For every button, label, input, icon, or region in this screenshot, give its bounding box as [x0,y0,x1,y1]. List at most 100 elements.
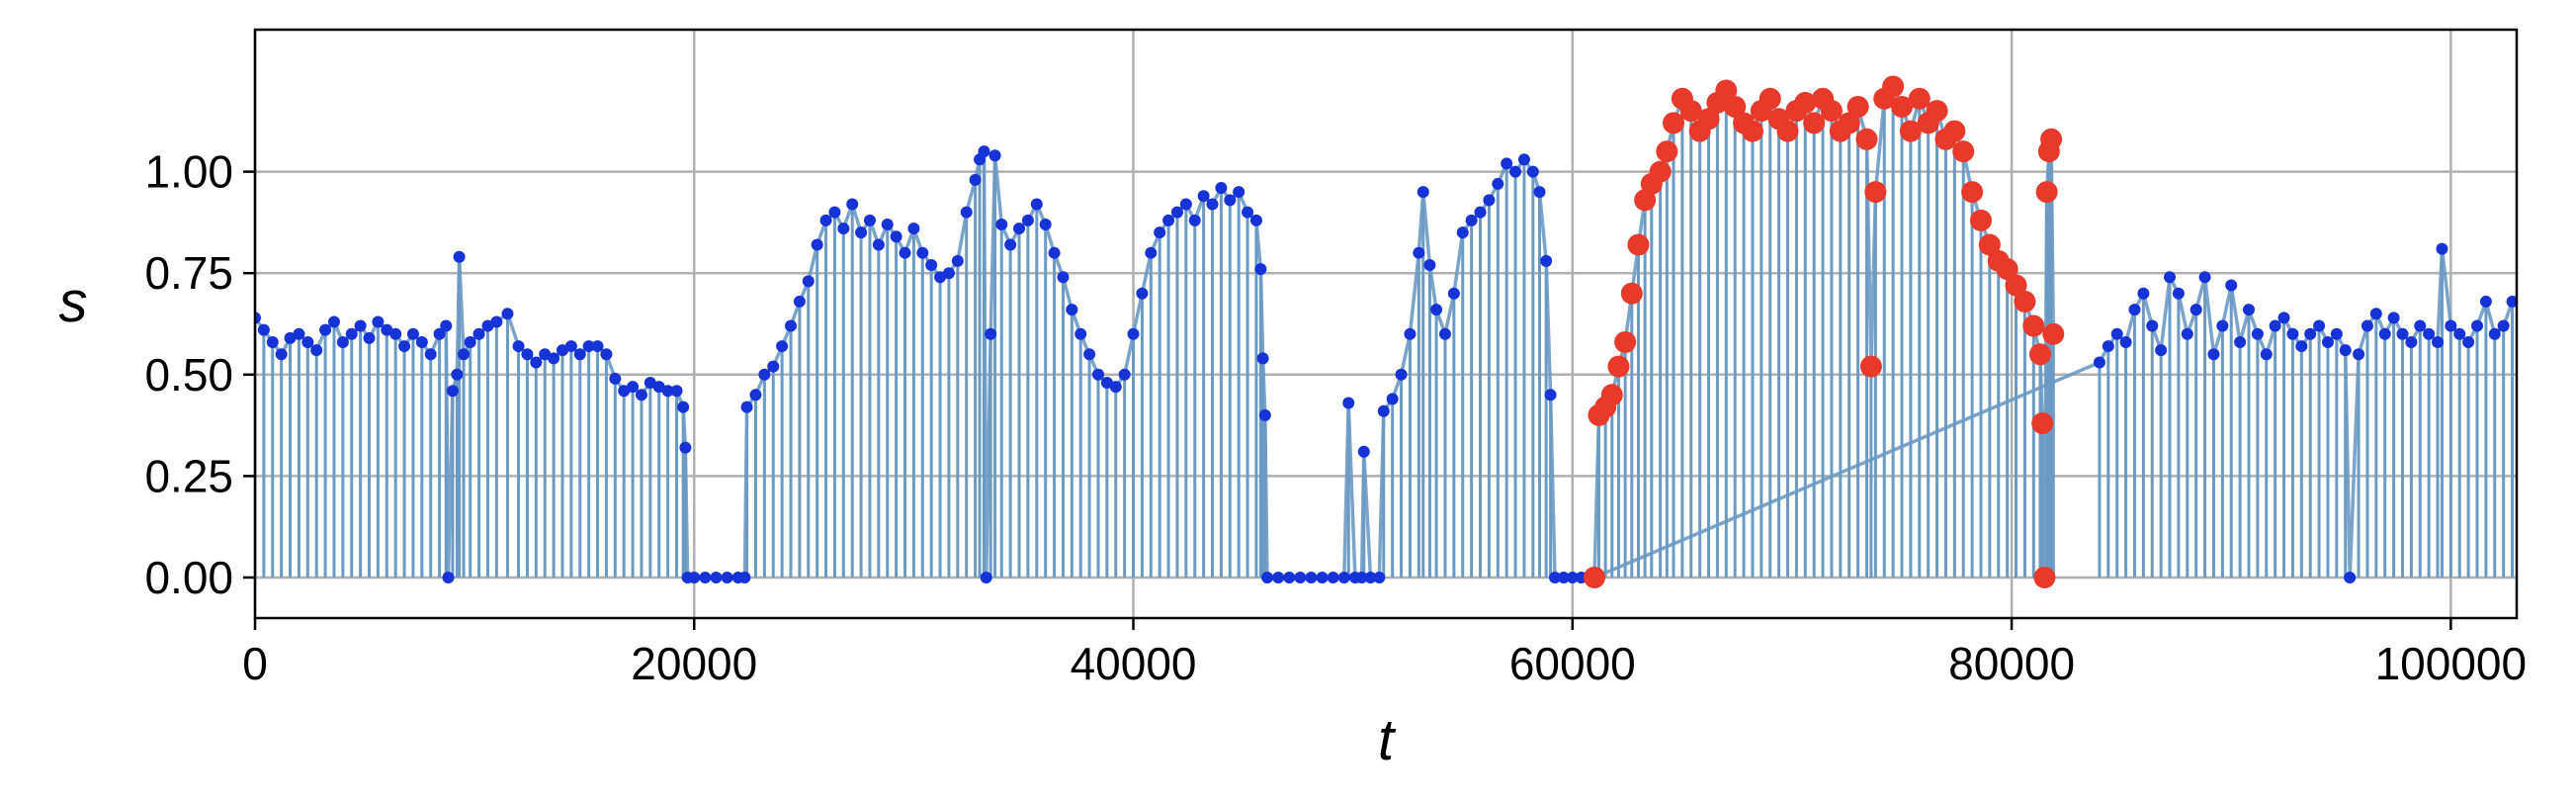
data-point [573,348,586,361]
data-point [819,214,832,226]
data-point [2344,571,2357,583]
data-point [1430,304,1443,316]
data-point [793,295,806,308]
data-point [2146,319,2159,332]
data-point [530,356,543,369]
data-point [1261,571,1274,583]
data-point [1438,327,1451,340]
highlight-point [1952,140,1975,163]
data-point [293,327,305,340]
data-point [1533,186,1546,199]
data-point [1355,571,1368,583]
data-point [785,319,798,332]
data-point [2260,348,2273,361]
data-point [855,226,868,239]
data-point [255,312,261,324]
data-point [2172,287,2185,300]
data-point [2216,319,2229,332]
data-point [1456,226,1469,239]
data-point [2155,344,2168,357]
highlight-point [1943,120,1966,142]
data-point [1272,571,1285,583]
data-point [451,368,464,381]
data-point [2321,335,2334,348]
data-point [1258,408,1271,421]
data-point [2269,319,2281,332]
data-point [275,348,288,361]
data-point [2378,327,2391,340]
data-point [2137,287,2150,300]
data-point [2251,327,2264,340]
x-axis: 0 20000 40000 60000 80000 100000 [242,618,2527,689]
data-point [433,327,446,340]
data-point [837,223,850,235]
highlight-point [1584,566,1606,588]
highlight-point [1759,87,1781,110]
highlight-point [1978,233,2001,256]
data-point [2234,335,2247,348]
data-point [688,571,701,583]
data-point [2119,335,2132,348]
data-point [600,348,613,361]
highlight-point [2040,128,2063,150]
highlight-point [1600,384,1623,406]
data-point [740,401,753,413]
data-point [2506,295,2517,308]
data-point [1013,223,1026,235]
highlight-point [1891,95,1914,118]
data-point [591,340,604,353]
y-tick-label: 1.00 [144,146,233,198]
data-point [2295,340,2308,353]
data-point [501,308,514,320]
highlight-point [1855,128,1878,150]
data-point [749,389,762,402]
data-point [2313,319,2326,332]
data-point [1249,214,1262,226]
data-point [677,401,690,413]
data-point [2387,312,2400,324]
data-point [1057,271,1070,284]
data-point [661,385,674,398]
data-point [978,145,990,158]
highlight-point [1715,79,1738,102]
data-point [670,385,683,398]
data-point [776,340,789,353]
data-point [1215,182,1228,195]
data-point [1170,206,1183,219]
data-point [442,571,455,583]
data-point [1021,214,1034,226]
data-point [2286,327,2299,340]
data-point [1386,393,1399,405]
y-tick-label: 0.75 [144,247,233,299]
data-point [767,360,780,373]
data-point [336,335,349,348]
data-point [354,319,367,332]
data-point [1395,368,1408,381]
data-point [2190,304,2202,316]
data-point [1233,186,1245,199]
data-point [1109,381,1122,394]
data-point [710,571,723,583]
data-point [415,335,428,348]
data-point [1242,206,1254,219]
data-point [389,327,402,340]
data-point [1254,263,1267,276]
x-tick-label: 80000 [1948,638,2075,689]
data-point [1039,218,1052,230]
highlight-point [2035,181,2058,204]
data-point [699,571,712,583]
data-point [881,218,894,230]
data-point [257,323,270,336]
data-point [899,246,911,259]
plot-frame [253,28,2519,620]
data-point [1048,246,1061,259]
data-point [1342,397,1355,409]
x-tick-label: 20000 [631,638,757,689]
data-point [1154,226,1166,239]
highlight-point [1864,181,1887,204]
highlight-point [2028,343,2051,366]
highlight-point [1741,120,1763,142]
data-point [1074,327,1087,340]
data-point [1224,194,1237,207]
